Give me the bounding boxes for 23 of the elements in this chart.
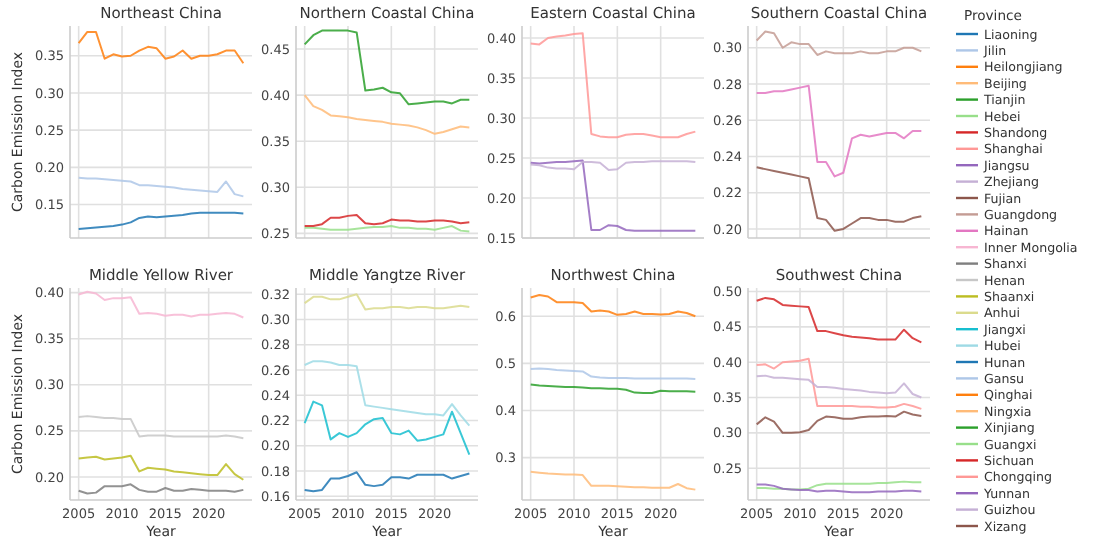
line-series: [755, 357, 923, 410]
line-series: [77, 30, 245, 65]
line-series: [755, 84, 923, 178]
line-series: [755, 296, 923, 344]
line-series: [755, 410, 923, 434]
line-series: [303, 293, 471, 311]
line-series: [303, 94, 471, 135]
line-series: [755, 166, 923, 232]
line-series: [77, 415, 245, 440]
line-series: [77, 290, 245, 319]
line-series: [755, 374, 923, 399]
line-series: [303, 360, 471, 427]
line-series: [303, 29, 471, 106]
line-series: [529, 294, 697, 318]
line-series: [755, 30, 923, 56]
line-series: [529, 470, 697, 491]
line-series: [77, 176, 245, 198]
line-series: [303, 471, 471, 493]
line-series: [77, 211, 245, 231]
line-series: [77, 454, 245, 481]
line-series: [529, 32, 697, 139]
line-series: [529, 159, 697, 232]
line-series: [303, 400, 471, 456]
